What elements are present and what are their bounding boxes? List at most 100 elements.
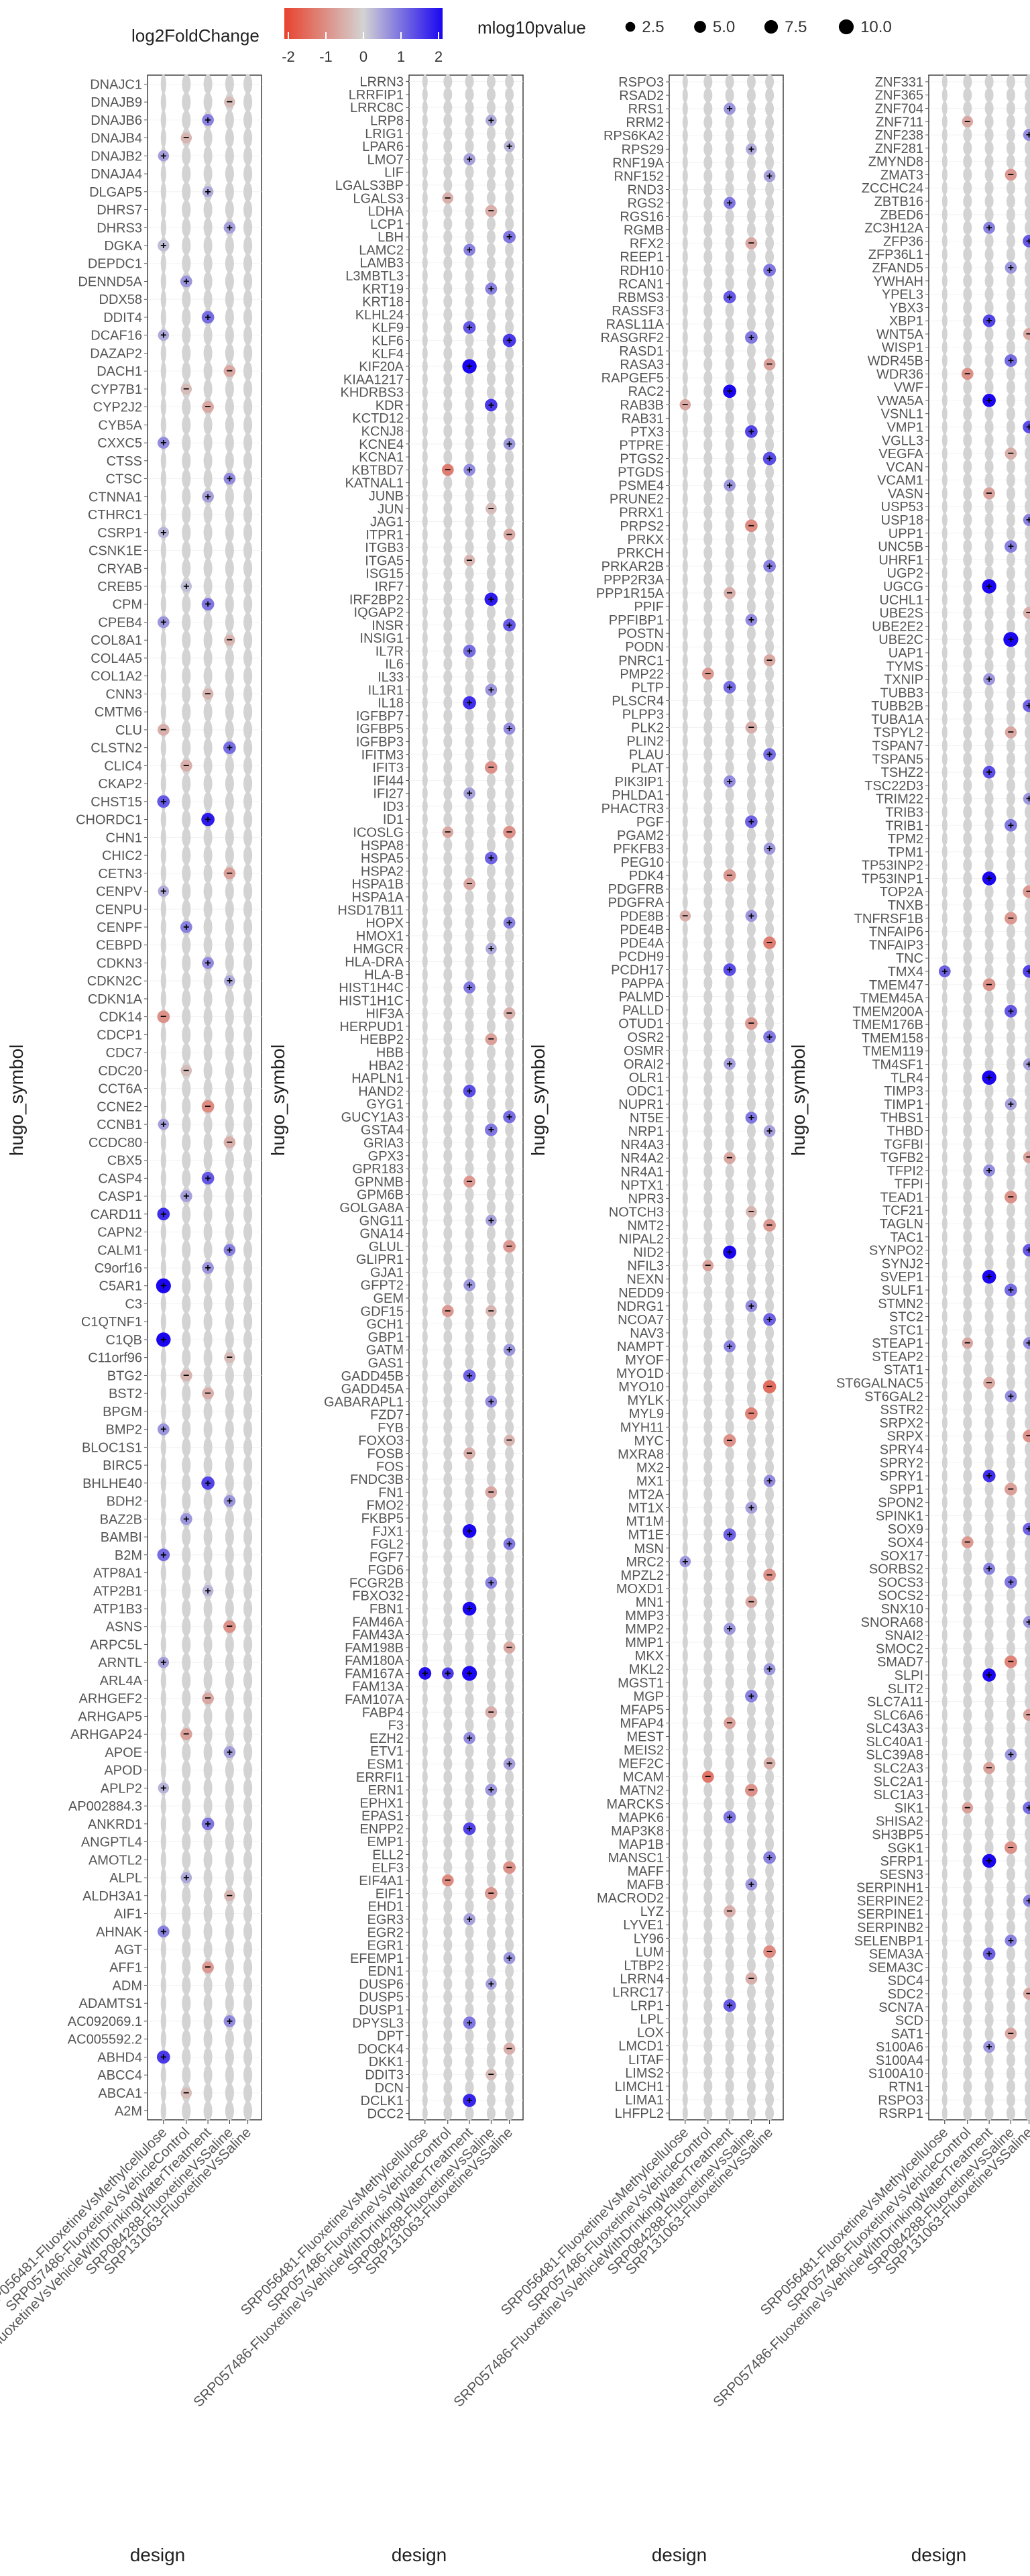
dot <box>963 207 972 222</box>
dot <box>225 1778 234 1799</box>
gene-label: NT5E <box>630 1111 664 1126</box>
dot <box>765 1285 775 1300</box>
gene-label: C1QB <box>106 1333 142 1348</box>
color-legend-title: log2FoldChange <box>131 25 260 46</box>
dot <box>182 1849 191 1870</box>
dot <box>682 142 688 157</box>
dot <box>765 1083 775 1099</box>
gene-label: LRRFIP1 <box>349 88 404 103</box>
dot <box>963 1574 972 1590</box>
dot <box>465 1213 474 1228</box>
dot <box>963 194 972 209</box>
dot <box>746 639 756 655</box>
direction-mark: + <box>726 1059 732 1070</box>
dot <box>465 256 474 270</box>
gene-label: FCGR2B <box>349 1576 404 1591</box>
dot <box>963 1004 972 1019</box>
dot <box>1006 273 1015 288</box>
dot <box>746 1460 756 1475</box>
dot <box>465 1562 474 1577</box>
dot <box>963 286 972 302</box>
dot <box>203 1868 213 1888</box>
dot <box>203 164 213 184</box>
dot <box>963 645 972 660</box>
dot <box>984 1362 994 1377</box>
dot <box>746 868 756 883</box>
significant-dot <box>463 1175 475 1188</box>
dot <box>1025 1535 1030 1550</box>
significant-dot <box>1023 1894 1030 1907</box>
direction-mark: + <box>160 796 166 808</box>
significant-dot <box>746 143 757 155</box>
dot <box>941 273 948 288</box>
dot <box>725 1688 734 1704</box>
dot <box>765 1406 775 1421</box>
dot <box>984 1707 994 1723</box>
gene-label: HERPUD1 <box>339 1020 404 1034</box>
dot <box>941 1893 948 1909</box>
gene-label: NDRG1 <box>617 1299 664 1314</box>
gene-label: KBTBD7 <box>351 463 404 478</box>
direction-mark: − <box>227 868 233 879</box>
dot <box>505 669 514 684</box>
dot <box>160 665 166 686</box>
dot <box>941 339 948 355</box>
dot <box>443 488 453 503</box>
gene-label: SMAD7 <box>877 1655 923 1670</box>
direction-mark: + <box>748 1690 754 1702</box>
gene-label: IRF2BP2 <box>349 592 404 607</box>
dot <box>505 152 514 167</box>
dot <box>182 773 191 794</box>
dot <box>963 1269 972 1285</box>
dot <box>984 645 994 660</box>
dot <box>941 1229 948 1244</box>
significant-dot <box>485 684 498 696</box>
direction-mark: + <box>748 910 754 922</box>
dot <box>941 2026 948 2041</box>
dot <box>160 1383 166 1403</box>
dot <box>765 2051 775 2067</box>
dot <box>505 890 514 904</box>
dot <box>182 1204 191 1224</box>
dot <box>443 967 453 982</box>
significant-dot <box>763 1030 776 1044</box>
dot <box>703 1648 713 1664</box>
dot <box>1006 233 1015 249</box>
gene-label: KLF4 <box>371 347 404 362</box>
dot <box>725 1554 734 1569</box>
gene-label: PLSCR4 <box>612 694 664 708</box>
dot <box>182 1240 191 1260</box>
significant-dot <box>763 1568 776 1582</box>
dot <box>963 2012 972 2028</box>
dot <box>505 1394 514 1409</box>
dot <box>243 1724 253 1744</box>
dot <box>703 1635 713 1650</box>
gene-label: SLC7A11 <box>867 1695 923 1710</box>
dot <box>505 993 514 1008</box>
size-key-label: 7.5 <box>785 18 807 36</box>
dot <box>422 1964 428 1978</box>
dot <box>443 2002 453 2017</box>
direction-mark: − <box>488 1707 494 1718</box>
dot <box>1006 1827 1015 1842</box>
dot <box>765 868 775 883</box>
direction-mark: − <box>1026 1988 1030 2000</box>
dot <box>941 1601 948 1616</box>
gene-label: BHLHE40 <box>82 1477 142 1491</box>
direction-mark: − <box>466 1176 472 1187</box>
dot <box>941 1680 948 1696</box>
dot <box>1025 844 1030 859</box>
gene-label: SFRP1 <box>880 1854 923 1869</box>
dot <box>963 1136 972 1152</box>
gene-label: ZMAT3 <box>880 168 923 182</box>
gene-label: VGLL3 <box>882 433 923 448</box>
dot <box>160 917 166 937</box>
gene-label: APLP2 <box>101 1781 142 1796</box>
significant-dot <box>202 490 214 503</box>
gene-label: ADAMTS1 <box>79 1996 142 2011</box>
significant-dot <box>982 1854 996 1868</box>
dot <box>1025 114 1030 129</box>
dot <box>465 411 474 425</box>
dot <box>703 626 713 641</box>
dot <box>486 1316 496 1332</box>
